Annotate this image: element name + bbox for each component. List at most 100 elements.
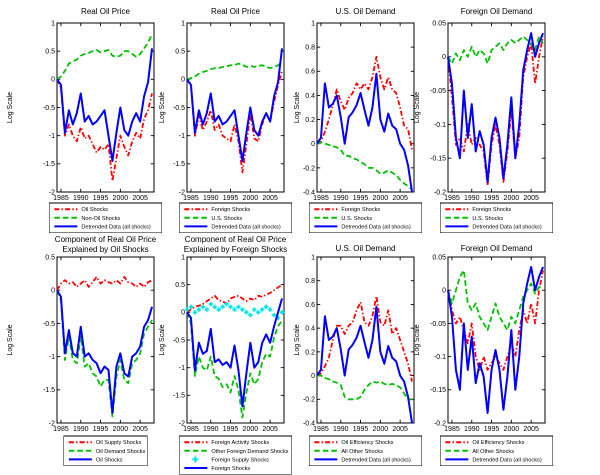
x-tick-label: 1990 (73, 426, 89, 433)
legend-label-foreign-shocks: Foreign Shocks (211, 207, 250, 213)
y-axis-label: Log Scale (414, 92, 421, 123)
subplot-foreign-oil-demand-4: Foreign Oil Demand 1985 1990 1995 2000 2005 0.… (414, 7, 554, 234)
y-tick-label: 0.2 (305, 349, 315, 356)
x-tick-label: 1995 (93, 426, 109, 433)
legend: Foreign Activity Shocks Other Foreign Dem… (179, 435, 293, 475)
subplot-real-oil-price-2: Real Oil Price 1985 1990 1995 2000 2005 1 0.5 0 -… (159, 7, 293, 234)
x-tick-label: 1990 (203, 426, 219, 433)
subplot-u-s-oil-demand-3: U.S. Oil Demand 1985 1990 1995 2000 2005 1 0.8 0… (294, 7, 423, 234)
y-tick-label: 0 (51, 288, 55, 295)
legend-label-non-oil-shocks: Non-Oil Shocks (81, 216, 120, 222)
y-axis-label: Log Scale (159, 324, 166, 355)
series-foreign-shocks-line (447, 36, 544, 187)
legend-label-other-foreign-demand-shocks: Other Foreign Demand Shocks (211, 449, 288, 455)
y-tick-label: -2 (179, 420, 185, 427)
legend: Oil Efficiency Shocks All Other Shocks Det… (309, 435, 423, 467)
x-tick-label: 1995 (484, 426, 500, 433)
legend-label-oil-demand-shocks: Oil Demand Shocks (96, 449, 146, 455)
y-tick-label: 0.6 (305, 302, 315, 309)
y-tick-label: -0.2 (434, 189, 446, 196)
y-tick-label: 1 (51, 20, 55, 27)
x-tick-label: 2000 (504, 195, 520, 202)
legend: Foreign Shocks U.S. Shocks Detrended Data … (309, 202, 423, 234)
chart-title-line1: Component of Real Oil Price (185, 235, 287, 244)
y-axis-label: Log Scale (294, 92, 301, 123)
x-tick-label: 1995 (223, 426, 239, 433)
y-tick-label: -1.5 (43, 161, 55, 168)
y-tick-label: -0.2 (303, 165, 315, 172)
x-tick-label: 1985 (183, 426, 199, 433)
x-tick-label: 1995 (353, 426, 369, 433)
x-tick-label: 1990 (333, 426, 349, 433)
y-tick-label: 0.5 (175, 49, 185, 56)
y-axis-label: Log Scale (414, 324, 421, 355)
y-tick-label: -1 (179, 133, 185, 140)
legend-label-foreign-shocks: Foreign Shocks (341, 207, 380, 213)
x-tick-label: 2005 (523, 195, 539, 202)
series-foreign-supply-shocks-markers (184, 301, 285, 321)
series-all-other-shocks-line (317, 374, 413, 401)
legend: Oil Supply Shocks Oil Demand Shocks Oil Sh… (63, 435, 148, 467)
axes-box (186, 22, 285, 193)
y-tick-label: 0 (311, 373, 315, 380)
y-tick-label: 0.8 (305, 45, 315, 52)
legend: Oil Efficiency Shocks All Other Shocks Det… (440, 435, 554, 467)
y-axis-label: Log Scale (7, 92, 14, 123)
legend: Foreign Shocks U.S. Shocks Detrended Data … (179, 202, 293, 234)
legend-label-oil-efficiency-shocks: Oil Efficiency Shocks (472, 440, 524, 446)
y-tick-label: -0.05 (430, 88, 446, 95)
chart-title: Real Oil Price (81, 7, 130, 16)
x-tick-label: 1995 (353, 195, 369, 202)
y-tick-label: -1.5 (173, 161, 185, 168)
x-tick-label: 1985 (53, 426, 69, 433)
series-u-s-shocks-line (186, 61, 283, 81)
series-oil-efficiency-shocks-line (316, 295, 413, 382)
x-tick-label: 2005 (262, 195, 278, 202)
chart-title: Foreign Oil Demand (461, 7, 533, 16)
legend-label-foreign-activity-shocks: Foreign Activity Shocks (211, 440, 269, 446)
x-tick-label: 1990 (203, 195, 219, 202)
y-tick-label: 0.8 (305, 278, 315, 285)
x-tick-label: 1990 (464, 426, 480, 433)
y-tick-label: -1 (49, 354, 55, 361)
legend: Oil Shocks Non-Oil Shocks Detrended Data (… (48, 202, 163, 234)
legend-label-u-s-shocks: U.S. Shocks (341, 216, 372, 222)
y-tick-label: 1 (311, 254, 315, 261)
x-tick-label: 2005 (132, 195, 148, 202)
legend-label-all-other-shocks: All Other Shocks (341, 449, 383, 455)
y-tick-label: 0 (442, 54, 446, 61)
series-u-s-shocks-line (316, 141, 413, 191)
legend-label-all-other-shocks: All Other Shocks (472, 449, 514, 455)
y-tick-label: 0.5 (175, 282, 185, 289)
x-tick-label: 1985 (183, 195, 199, 202)
legend-label-foreign-shocks: Foreign Shocks (211, 466, 250, 472)
axes-box (316, 22, 415, 193)
series-oil-shocks-line (56, 78, 153, 182)
x-tick-label: 2005 (132, 426, 148, 433)
series-detrended-data-all-shocks-line (186, 48, 284, 163)
chart-title-line2: Explained by Oil Shocks (62, 245, 148, 254)
y-tick-label: 0.2 (305, 117, 315, 124)
chart-title: Real Oil Price (211, 7, 260, 16)
x-tick-label: 2000 (243, 426, 259, 433)
x-tick-label: 1990 (464, 195, 480, 202)
x-tick-label: 2000 (373, 426, 389, 433)
legend-marker-foreign-supply-shocks (192, 456, 199, 463)
series-foreign-shocks-line (186, 298, 283, 408)
series-detrended-data-all-shocks-line (56, 48, 154, 163)
x-tick-label: 2000 (243, 195, 259, 202)
subplot-u-s-oil-demand-7: U.S. Oil Demand 1985 1990 1995 2000 2005 1 0.8 0… (294, 244, 423, 467)
legend-label-oil-shocks: Oil Shocks (81, 207, 108, 213)
y-tick-label: 0 (51, 77, 55, 84)
legend-label-oil-efficiency-shocks: Oil Efficiency Shocks (341, 440, 393, 446)
y-tick-label: -1 (49, 133, 55, 140)
y-tick-label: 0.5 (45, 254, 55, 261)
axes-box (56, 22, 155, 193)
y-tick-label: -0.5 (173, 337, 185, 344)
legend-label-oil-shocks: Oil Shocks (96, 457, 123, 463)
legend-label-u-s-shocks: U.S. Shocks (472, 216, 503, 222)
chart-title: Foreign Oil Demand (461, 244, 533, 253)
y-tick-label: 0.4 (305, 326, 315, 333)
legend-label-detrended-data-all-shocks: Detrended Data (all shocks) (341, 224, 410, 230)
